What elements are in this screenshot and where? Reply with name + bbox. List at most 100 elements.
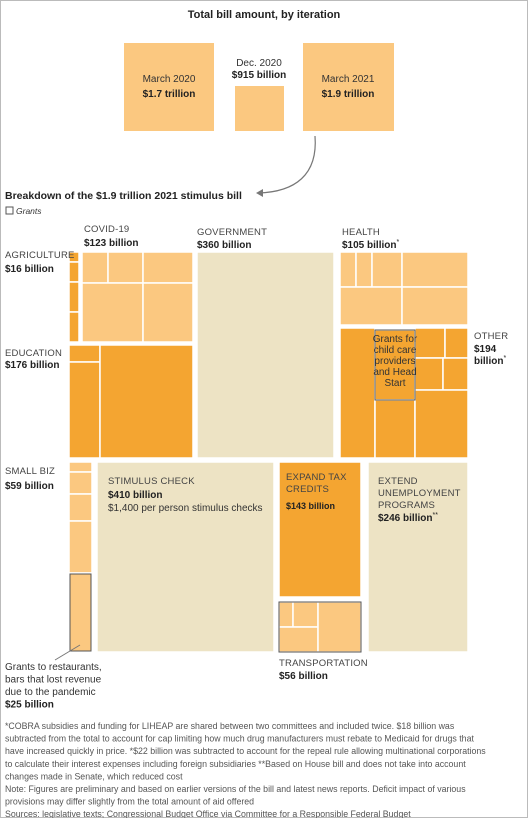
category-amount: $360 billion bbox=[197, 240, 251, 251]
category-amount: $16 billion bbox=[5, 264, 54, 275]
iteration-label: Dec. 2020 bbox=[236, 58, 282, 69]
annotation-line: due to the pandemic bbox=[5, 687, 96, 698]
category-name: STIMULUS CHECK bbox=[108, 476, 195, 487]
grant-outline bbox=[278, 601, 362, 653]
category-amount: $176 billion bbox=[5, 360, 59, 371]
iteration-box bbox=[235, 86, 284, 131]
block bbox=[414, 327, 446, 359]
block bbox=[371, 251, 403, 288]
block bbox=[278, 626, 319, 653]
block bbox=[339, 327, 376, 459]
category-name: EXTEND bbox=[378, 476, 418, 487]
annotation-line: $25 billion bbox=[5, 700, 54, 711]
iteration-amount: $1.7 trillion bbox=[143, 89, 196, 100]
block bbox=[68, 572, 93, 653]
category-name: AGRICULTURE bbox=[5, 250, 75, 261]
category-amount: $410 billion bbox=[108, 490, 162, 501]
block bbox=[81, 251, 109, 284]
category-amount: $194 bbox=[474, 344, 497, 355]
category-name: HEALTH bbox=[342, 227, 380, 238]
block bbox=[68, 520, 93, 574]
annotation: Grants to restaurants, bars that lost rev… bbox=[5, 662, 102, 711]
category-name: SMALL BIZ bbox=[5, 466, 55, 477]
arrowhead bbox=[256, 189, 263, 197]
block bbox=[442, 357, 469, 391]
block bbox=[99, 344, 194, 459]
iteration-amount: $915 billion bbox=[232, 70, 286, 81]
annotation-line: providers bbox=[374, 356, 415, 367]
category-amount: billion* bbox=[474, 355, 506, 367]
block bbox=[142, 282, 194, 343]
footnote: *COBRA subsidies and funding for LIHEAP … bbox=[5, 721, 455, 731]
block bbox=[374, 399, 416, 459]
annotation-line: Grants to restaurants, bbox=[5, 662, 102, 673]
footnote: subtracted from the total to account for… bbox=[5, 734, 474, 744]
annotation-line: child care bbox=[374, 345, 417, 356]
footnote: Note: Figures are preliminary and based … bbox=[5, 784, 466, 794]
category-name: TRANSPORTATION bbox=[279, 658, 368, 669]
block bbox=[444, 327, 469, 359]
note-mark: * bbox=[503, 355, 506, 362]
annotation-line: Grants for bbox=[373, 334, 418, 345]
footnote: have increased quickly in price. *$22 bi… bbox=[5, 746, 486, 756]
block bbox=[96, 461, 275, 653]
category-amount: $143 billion bbox=[286, 501, 335, 511]
grant-outline bbox=[374, 329, 416, 401]
note-mark: * bbox=[396, 239, 399, 246]
arrow bbox=[257, 135, 316, 194]
category-name: GOVERNMENT bbox=[197, 227, 267, 238]
block bbox=[68, 281, 80, 313]
block bbox=[401, 251, 469, 288]
block bbox=[68, 471, 93, 495]
category-detail: $1,400 per person stimulus checks bbox=[108, 503, 263, 514]
block bbox=[401, 286, 469, 326]
iteration-amount: $1.9 trillion bbox=[322, 89, 375, 100]
amount: billion bbox=[474, 356, 503, 367]
legend-label: Grants bbox=[16, 206, 42, 216]
block bbox=[339, 251, 357, 288]
category-amount: $123 billion bbox=[84, 238, 138, 249]
iteration-label: March 2021 bbox=[322, 74, 375, 85]
block bbox=[142, 251, 194, 284]
category-name: CREDITS bbox=[286, 484, 329, 495]
category-amount: $105 billion* bbox=[342, 239, 399, 251]
grant-outline bbox=[69, 573, 92, 652]
footnote: changes made in Senate, which reduced co… bbox=[5, 771, 183, 781]
category-name: EXPAND TAX bbox=[286, 472, 347, 483]
block bbox=[107, 251, 144, 284]
category-amount: $56 billion bbox=[279, 671, 328, 682]
category-amount: $59 billion bbox=[5, 481, 54, 492]
category-name: COVID-19 bbox=[84, 224, 129, 235]
block bbox=[68, 493, 93, 522]
block bbox=[367, 461, 469, 653]
block bbox=[68, 361, 101, 459]
block bbox=[278, 601, 294, 628]
block bbox=[292, 601, 319, 628]
block bbox=[414, 357, 444, 391]
block bbox=[374, 329, 416, 401]
block bbox=[68, 461, 93, 473]
block bbox=[339, 286, 403, 326]
iteration-box bbox=[124, 43, 214, 131]
treemap bbox=[68, 251, 469, 653]
annotation-line: bars that lost revenue bbox=[5, 675, 102, 686]
block bbox=[196, 251, 335, 459]
block bbox=[68, 344, 101, 363]
iteration-box bbox=[303, 43, 394, 131]
block bbox=[414, 389, 469, 459]
leader-line bbox=[54, 644, 81, 661]
category-name: EDUCATION bbox=[5, 348, 62, 359]
category-name: OTHER bbox=[474, 331, 508, 342]
iteration-label: March 2020 bbox=[143, 74, 196, 85]
block bbox=[68, 261, 80, 283]
footnote: Sources: legislative texts; Congressiona… bbox=[5, 809, 411, 818]
block bbox=[317, 601, 362, 653]
breakdown-title: Breakdown of the $1.9 trillion 2021 stim… bbox=[5, 190, 242, 202]
block bbox=[355, 251, 373, 288]
note-mark: ** bbox=[432, 512, 438, 519]
block bbox=[68, 311, 80, 343]
legend-swatch bbox=[5, 206, 14, 215]
category-name: PROGRAMS bbox=[378, 500, 435, 511]
